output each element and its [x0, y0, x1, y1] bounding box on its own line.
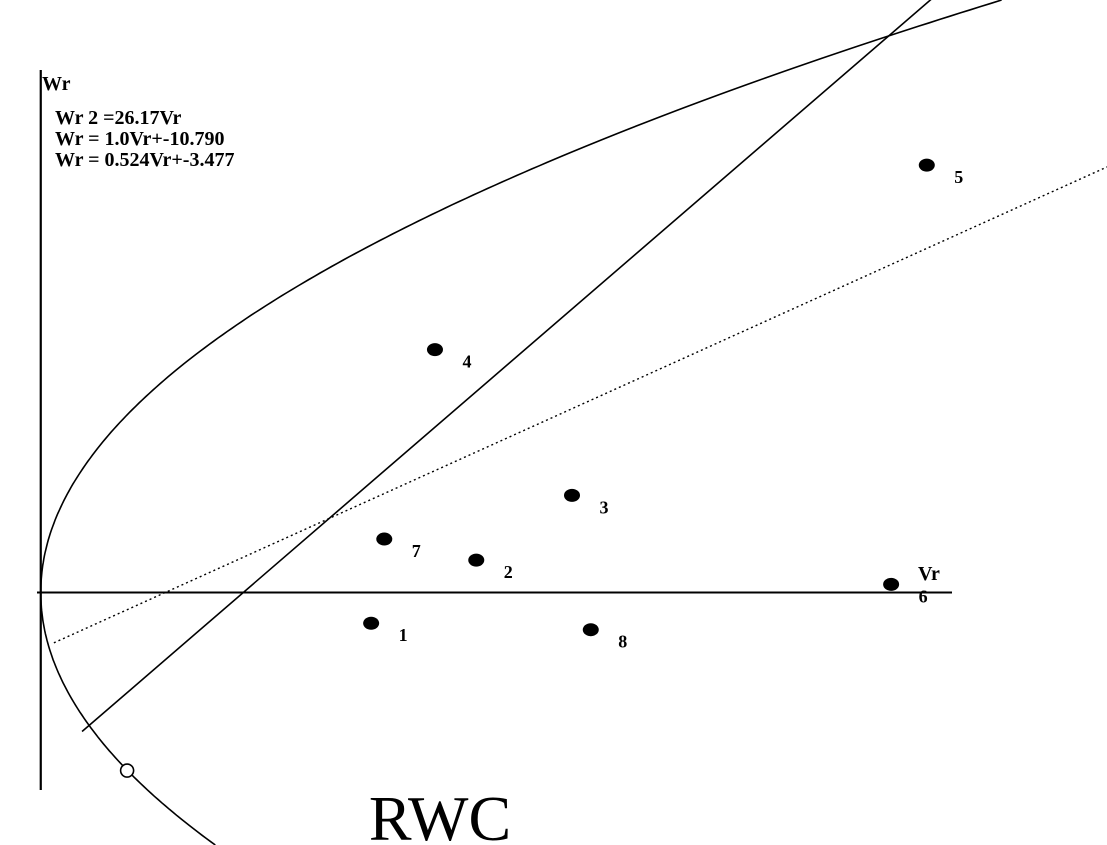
- equation-2: Wr = 1.0Vr+-10.790: [55, 128, 224, 150]
- equation-3: Wr = 0.524Vr+-3.477: [55, 149, 234, 171]
- chart-title: RWC: [369, 783, 511, 845]
- point-label-4: 4: [462, 352, 471, 372]
- point-label-7: 7: [412, 541, 421, 561]
- point-label-8: 8: [618, 632, 627, 652]
- data-point-7: [376, 533, 392, 546]
- data-point-1: [363, 617, 379, 630]
- point-label-2: 2: [504, 562, 513, 582]
- data-point-8: [583, 623, 599, 636]
- point-label-5: 5: [954, 167, 963, 187]
- point-label-1: 1: [399, 625, 408, 645]
- open-point: [121, 764, 134, 777]
- data-point-6: [883, 578, 899, 591]
- data-point-5: [919, 159, 935, 172]
- data-point-3: [564, 489, 580, 502]
- data-point-2: [468, 554, 484, 567]
- point-label-3: 3: [600, 497, 609, 517]
- y-axis-label: Wr: [42, 73, 71, 95]
- x-axis-label: Vr: [918, 563, 940, 585]
- point-label-6: 6: [919, 586, 928, 606]
- model-curves: [41, 0, 1107, 845]
- data-point-4: [427, 343, 443, 356]
- equation-1: Wr 2 =26.17Vr: [55, 107, 182, 129]
- axes: [37, 70, 952, 790]
- regression-line-solid: [82, 0, 1107, 732]
- parabola-curve: [41, 0, 1002, 845]
- data-points: 1 2 3 4 5 6 7 8: [121, 159, 964, 777]
